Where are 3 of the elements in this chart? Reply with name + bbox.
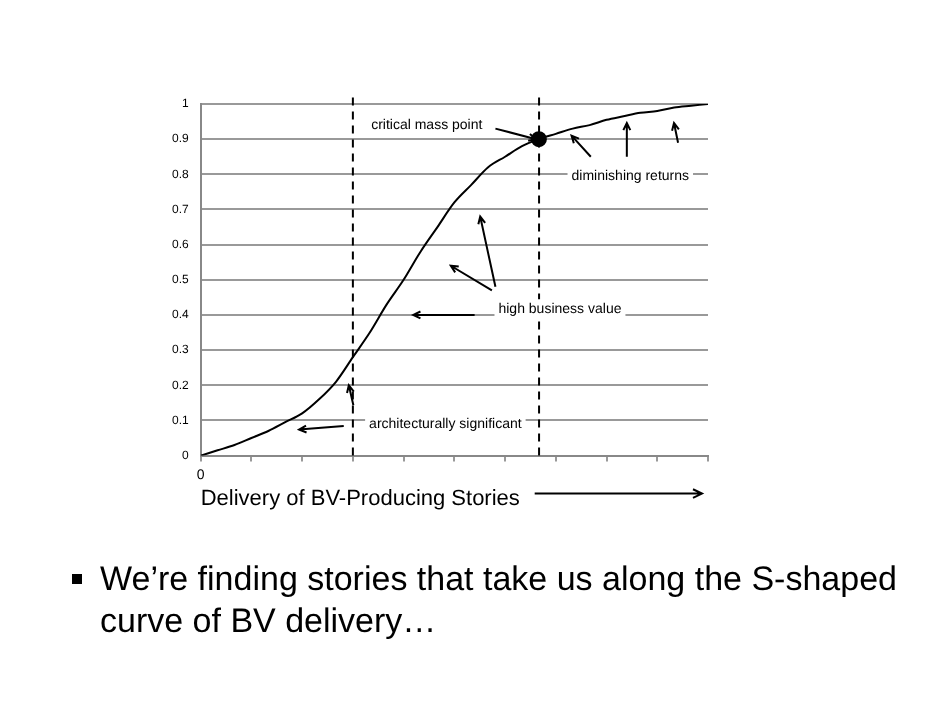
line-series [200, 104, 708, 456]
x-axis-title: Delivery of BV-Producing Stories [200, 486, 521, 511]
text: We’re finding stories that take us along the S-shaped curve of BV delivery… [100, 560, 897, 640]
